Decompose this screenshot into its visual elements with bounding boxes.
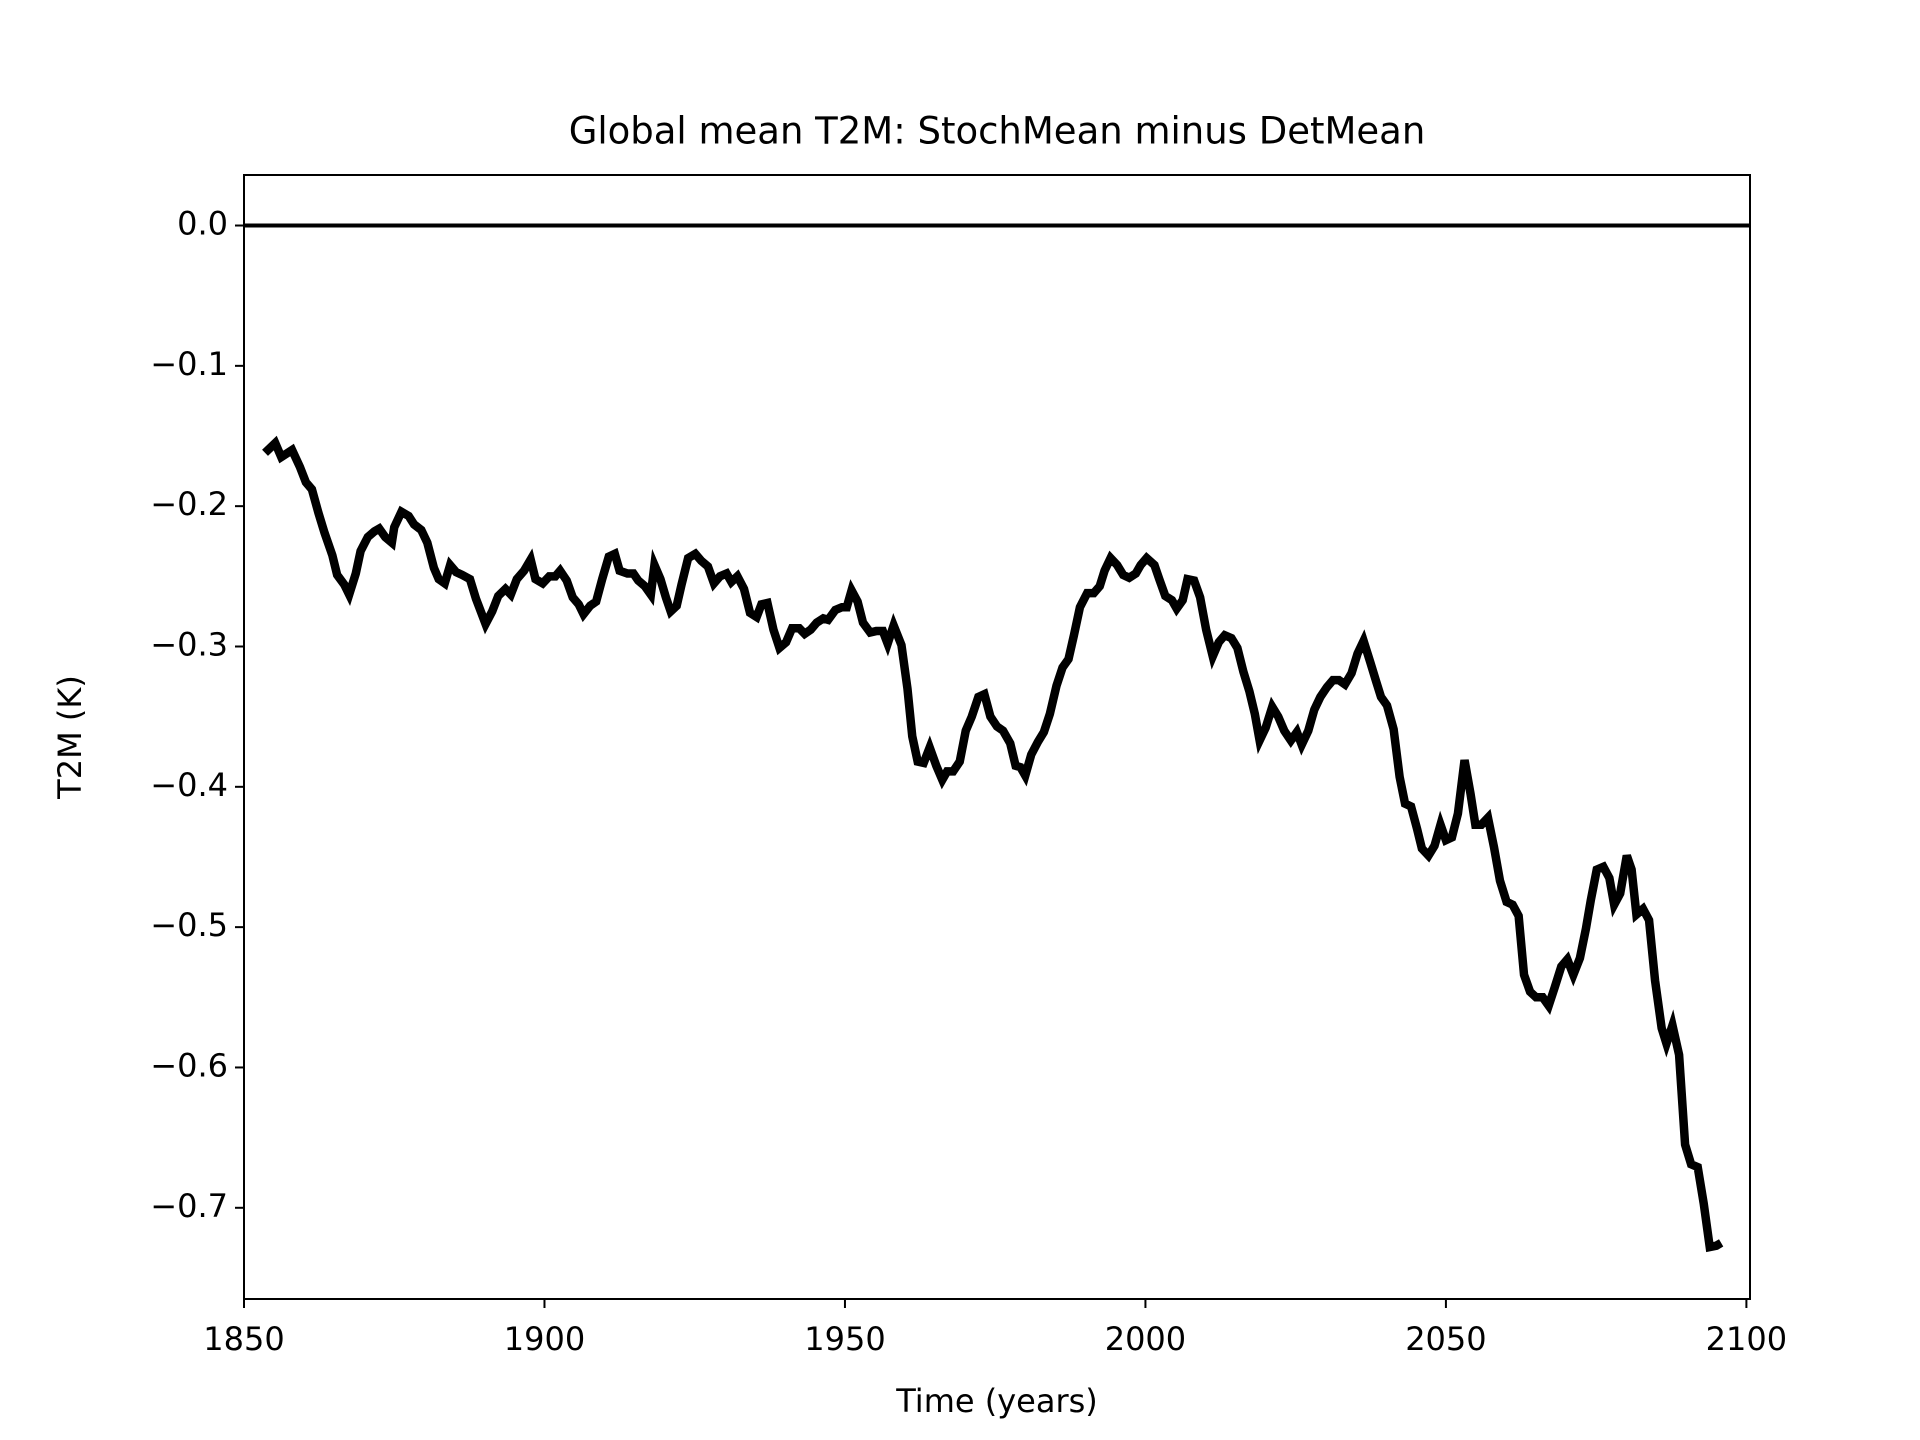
- y-tick-label: 0.0: [177, 205, 228, 243]
- y-tick-label: −0.7: [150, 1187, 228, 1225]
- y-tick-label: −0.1: [150, 345, 228, 383]
- y-tick-label: −0.5: [150, 906, 228, 944]
- x-tick-label: 1850: [203, 1320, 284, 1358]
- y-tick-label: −0.4: [150, 766, 228, 804]
- chart-title: Global mean T2M: StochMean minus DetMean: [569, 110, 1426, 153]
- x-tick-label: 2100: [1706, 1320, 1787, 1358]
- x-tick-label: 1950: [804, 1320, 885, 1358]
- y-tick-label: −0.3: [150, 625, 228, 663]
- y-axis-label: T2M (K): [51, 675, 89, 800]
- y-tick-label: −0.2: [150, 485, 228, 523]
- x-tick-label: 2000: [1105, 1320, 1186, 1358]
- y-tick-label: −0.6: [150, 1046, 228, 1084]
- plot-frame: [243, 174, 1751, 1300]
- x-tick-label: 2050: [1405, 1320, 1486, 1358]
- data-line: [262, 435, 1724, 1253]
- x-axis-label: Time (years): [895, 1382, 1098, 1420]
- x-tick-label: 1900: [504, 1320, 585, 1358]
